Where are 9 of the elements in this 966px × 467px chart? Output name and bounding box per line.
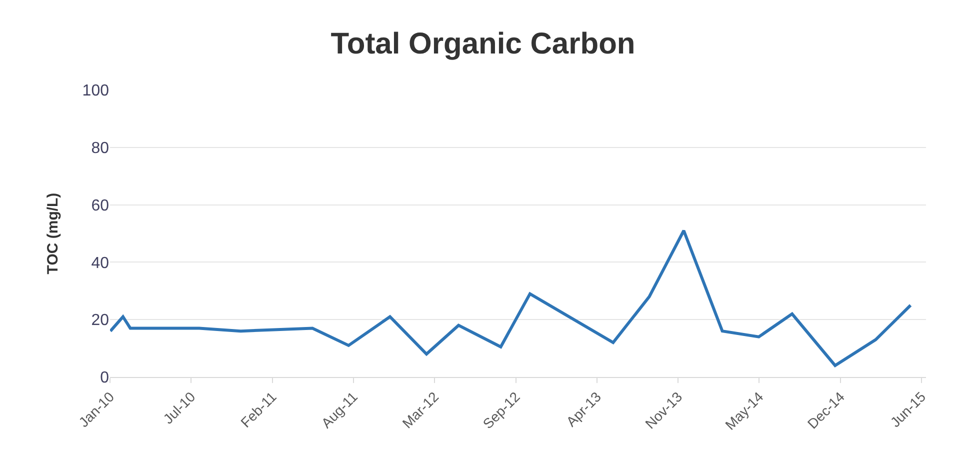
line-series: [110, 229, 912, 368]
y-tick-label: 0: [100, 370, 110, 387]
y-tick-label: 40: [91, 254, 110, 272]
y-tick-label: 80: [91, 140, 110, 157]
chart-title: Total Organic Carbon: [330, 28, 636, 61]
y-tick-label: 60: [91, 197, 110, 214]
y-axis-title: TOC (mg/L): [44, 192, 62, 274]
y-tick-label: 20: [91, 312, 110, 330]
y-tick-label: 100: [82, 82, 110, 100]
